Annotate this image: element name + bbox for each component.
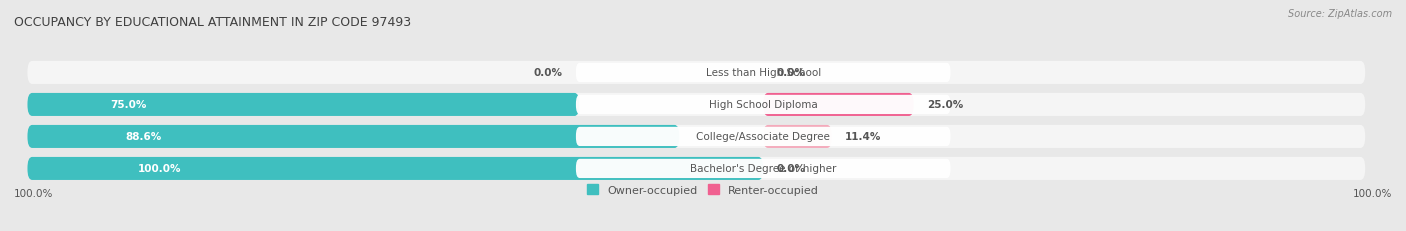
FancyBboxPatch shape [28,157,763,180]
Text: OCCUPANCY BY EDUCATIONAL ATTAINMENT IN ZIP CODE 97493: OCCUPANCY BY EDUCATIONAL ATTAINMENT IN Z… [14,16,411,29]
Text: Less than High School: Less than High School [706,68,821,78]
FancyBboxPatch shape [576,159,950,178]
Text: High School Diploma: High School Diploma [709,100,817,110]
FancyBboxPatch shape [763,94,914,116]
Text: 100.0%: 100.0% [138,164,181,174]
FancyBboxPatch shape [576,127,950,146]
FancyBboxPatch shape [28,157,1365,180]
FancyBboxPatch shape [28,125,679,148]
Text: 25.0%: 25.0% [927,100,963,110]
Text: 75.0%: 75.0% [110,100,146,110]
FancyBboxPatch shape [28,94,1365,116]
Text: Source: ZipAtlas.com: Source: ZipAtlas.com [1288,9,1392,19]
Legend: Owner-occupied, Renter-occupied: Owner-occupied, Renter-occupied [586,185,820,195]
Text: 11.4%: 11.4% [845,132,882,142]
Text: 0.0%: 0.0% [533,68,562,78]
Text: College/Associate Degree: College/Associate Degree [696,132,830,142]
FancyBboxPatch shape [576,64,950,83]
FancyBboxPatch shape [576,95,950,115]
Text: 88.6%: 88.6% [125,132,162,142]
FancyBboxPatch shape [28,62,1365,85]
Text: 0.0%: 0.0% [776,68,806,78]
Text: 100.0%: 100.0% [1353,188,1392,198]
Text: 0.0%: 0.0% [776,164,806,174]
Text: Bachelor's Degree or higher: Bachelor's Degree or higher [690,164,837,174]
FancyBboxPatch shape [763,125,832,148]
FancyBboxPatch shape [28,125,1365,148]
Text: 100.0%: 100.0% [14,188,53,198]
FancyBboxPatch shape [28,94,579,116]
